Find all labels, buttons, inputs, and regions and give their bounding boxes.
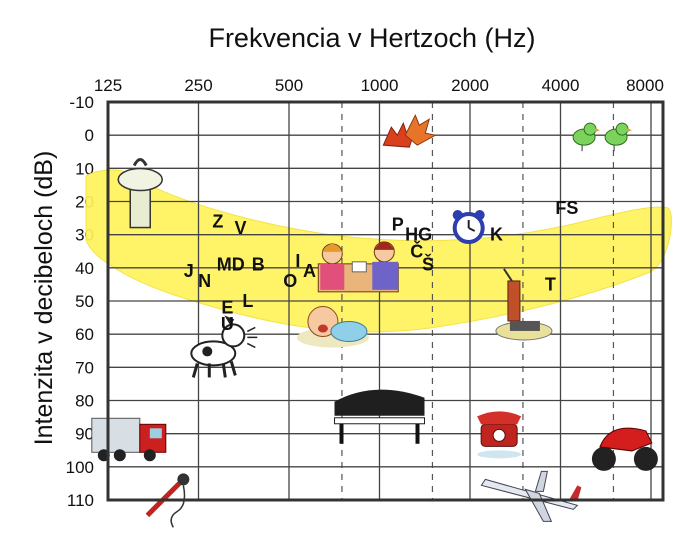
letter-point: Z [212,211,223,231]
letter-point: T [545,274,556,294]
letter-point: FS [555,198,578,218]
dog-icon [190,315,258,378]
x-tick-label: 4000 [542,76,580,95]
birds-icon [572,122,633,152]
airplane-icon [480,470,582,522]
chart-title: Frekvencia v Hertzoch (Hz) [208,23,535,53]
letter-point: K [490,225,503,245]
letter-point: MD [217,255,245,275]
letter-point: HG [405,225,432,245]
y-tick-label: 100 [66,458,94,477]
truck-icon [91,417,167,462]
vacuum-icon [495,268,553,341]
piano-icon [334,389,425,444]
x-tick-label: 250 [184,76,212,95]
y-tick-label: 80 [75,392,94,411]
letter-point: Č [410,240,423,261]
y-tick-label: 70 [75,358,94,377]
faucet-icon [117,158,163,229]
x-tick-label: 500 [275,76,303,95]
letter-point: U [221,314,234,334]
letter-point: P [392,215,404,235]
y-axis-label: Intenzita v decibeloch (dB) [30,151,58,446]
y-tick-label: 90 [75,425,94,444]
telephone-icon [477,411,522,459]
plot-frame [106,100,665,502]
x-axis-ticks: 125 250 500 1000 2000 4000 8000 [94,76,664,95]
letter-point: L [242,291,253,311]
y-tick-label: 40 [75,259,94,278]
letter-point: N [198,271,211,291]
letter-point: I [295,251,300,271]
motorcycle-icon [591,427,658,471]
y-tick-label: -10 [69,93,94,112]
y-tick-label: 110 [67,491,94,510]
baby-icon [296,306,369,348]
x-tick-label: 1000 [361,76,399,95]
leaves-icon [382,113,437,148]
letter-point: O [283,271,297,291]
y-tick-label: 0 [85,126,94,145]
illustrations [91,113,658,528]
letter-point: B [252,255,265,275]
x-tick-label: 2000 [451,76,489,95]
x-tick-label: 8000 [626,76,664,95]
x-tick-label: 125 [94,76,122,95]
y-tick-label: 50 [75,292,94,311]
y-tick-label: 60 [75,325,94,344]
people-talking-icon [317,241,399,293]
alarm-clock-icon [452,210,485,245]
letter-point: E [221,298,233,318]
y-tick-label: 10 [75,159,94,178]
letter-point: Š [422,254,434,275]
letter-point: J [184,261,194,281]
letter-point: V [235,218,247,238]
letter-point: A [303,261,316,281]
